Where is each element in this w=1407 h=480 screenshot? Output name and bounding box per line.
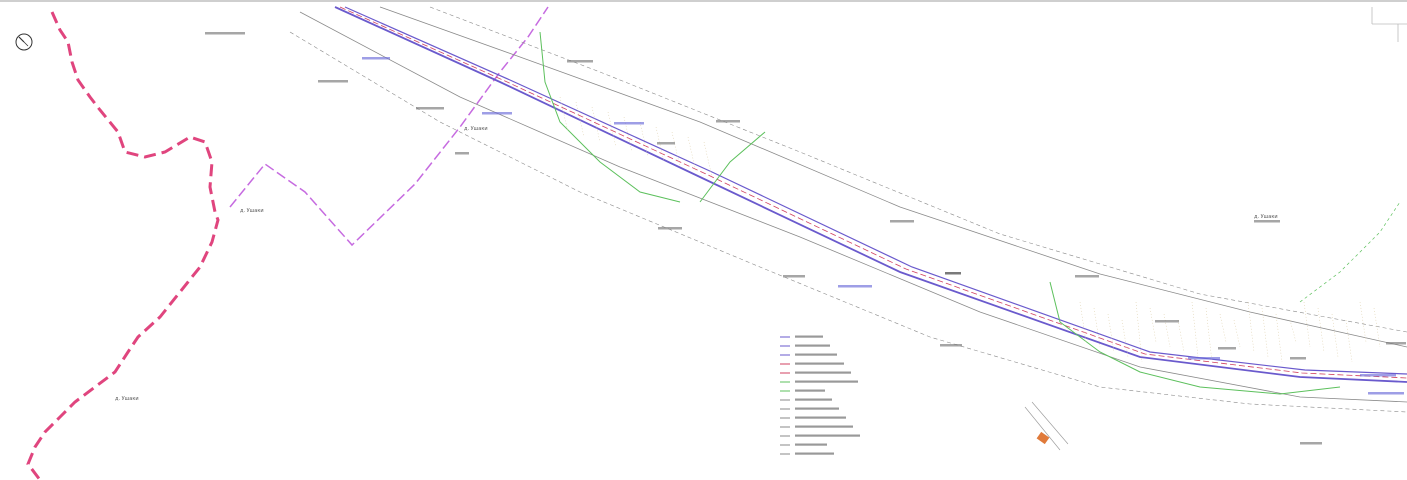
hatch-stroke bbox=[1373, 307, 1381, 348]
annotation-label bbox=[1155, 320, 1179, 323]
offset-line-south-2 bbox=[289, 31, 1407, 413]
legend-text bbox=[795, 416, 846, 419]
sheet-frame-corner bbox=[1371, 7, 1407, 42]
hatch-stroke bbox=[1275, 313, 1283, 363]
hatch-stroke bbox=[687, 136, 697, 173]
annotation-label bbox=[318, 80, 348, 83]
hatch-stroke bbox=[1079, 301, 1087, 343]
annotation-label bbox=[1290, 357, 1306, 360]
hatch-stroke bbox=[1149, 307, 1157, 343]
legend-text bbox=[795, 353, 837, 356]
place-label: д. Ушаки bbox=[115, 396, 139, 402]
annotation-label bbox=[783, 275, 805, 278]
legend-text bbox=[795, 362, 844, 365]
annotation-label bbox=[1300, 442, 1322, 445]
offset-line-north-2 bbox=[429, 6, 1407, 333]
annotation-label bbox=[945, 272, 961, 275]
place-label: д. Ушаки bbox=[464, 126, 488, 132]
legend-text bbox=[795, 371, 851, 374]
annotation-label bbox=[567, 60, 593, 63]
map-legend bbox=[780, 335, 860, 455]
legend-text bbox=[795, 407, 839, 410]
place-label: д. Ушаки bbox=[1254, 214, 1278, 220]
annotation-label bbox=[416, 107, 444, 110]
legend-text bbox=[795, 389, 825, 392]
annotation-label bbox=[716, 120, 740, 123]
hatch-stroke bbox=[1233, 319, 1241, 348]
hatch-stroke bbox=[607, 111, 617, 148]
green-line-3 bbox=[1049, 281, 1341, 395]
annotation-label bbox=[482, 112, 512, 115]
hatch-stroke bbox=[1093, 307, 1101, 348]
hatch-stroke bbox=[1359, 301, 1367, 343]
hatch-stroke bbox=[1331, 313, 1339, 358]
hatch-stroke bbox=[1121, 319, 1129, 358]
hatch-stroke bbox=[1317, 307, 1325, 353]
annotation-label bbox=[1360, 374, 1396, 377]
hatch-stroke bbox=[1261, 307, 1269, 358]
legend-text bbox=[795, 443, 827, 446]
hatch-stroke bbox=[703, 141, 713, 178]
annotation-label bbox=[614, 122, 644, 125]
hatch-stroke bbox=[1177, 319, 1185, 353]
legend-text bbox=[795, 452, 834, 455]
hatch-stroke bbox=[1163, 313, 1171, 348]
corridor-main-a bbox=[334, 6, 1407, 383]
hatch-stroke bbox=[1345, 319, 1353, 363]
hatch-stroke bbox=[1289, 319, 1297, 343]
legend-text bbox=[795, 434, 860, 437]
terrain-hatching bbox=[559, 96, 1381, 363]
place-label: д. Ушаки bbox=[240, 208, 264, 214]
hatch-stroke bbox=[1135, 301, 1143, 363]
annotation-label bbox=[1254, 220, 1280, 223]
corridor-main-b bbox=[344, 6, 1407, 375]
map-annotations: д. Ушаки д. Ушаки д. Ушаки д. Ушаки bbox=[115, 32, 1406, 445]
annotation-label bbox=[362, 57, 390, 60]
offset-line-south bbox=[299, 11, 1407, 403]
annotation-label bbox=[1188, 357, 1220, 360]
violet-boundary-line bbox=[229, 6, 549, 247]
hatch-stroke bbox=[1107, 313, 1115, 353]
annotation-label bbox=[890, 220, 914, 223]
annotation-label bbox=[658, 227, 682, 230]
annotation-label bbox=[455, 152, 469, 155]
offset-line-north bbox=[379, 6, 1407, 348]
annotation-label bbox=[1386, 342, 1406, 345]
green-line-1 bbox=[539, 31, 681, 203]
red-boundary-line bbox=[26, 11, 220, 480]
annotation-label bbox=[838, 285, 872, 288]
annotation-label bbox=[1075, 275, 1099, 278]
legend-text bbox=[795, 335, 823, 338]
hatch-stroke bbox=[1205, 307, 1213, 363]
hatch-stroke bbox=[1191, 301, 1199, 358]
green-line-4 bbox=[1299, 201, 1401, 303]
legend-text bbox=[795, 398, 832, 401]
annotation-label bbox=[657, 142, 675, 145]
feature-marker bbox=[1024, 401, 1069, 451]
annotation-label bbox=[205, 32, 245, 35]
legend-text bbox=[795, 380, 858, 383]
compass-rose-icon bbox=[15, 33, 33, 51]
green-line-2 bbox=[699, 131, 766, 203]
annotation-label bbox=[940, 344, 962, 347]
hatch-stroke bbox=[1219, 313, 1227, 343]
hatch-stroke bbox=[671, 131, 681, 168]
corridor-red-center bbox=[339, 6, 1407, 379]
legend-text bbox=[795, 425, 853, 428]
hatch-stroke bbox=[1247, 301, 1255, 353]
legend-text bbox=[795, 344, 830, 347]
annotation-label bbox=[1218, 347, 1236, 350]
annotation-label bbox=[1368, 392, 1404, 395]
